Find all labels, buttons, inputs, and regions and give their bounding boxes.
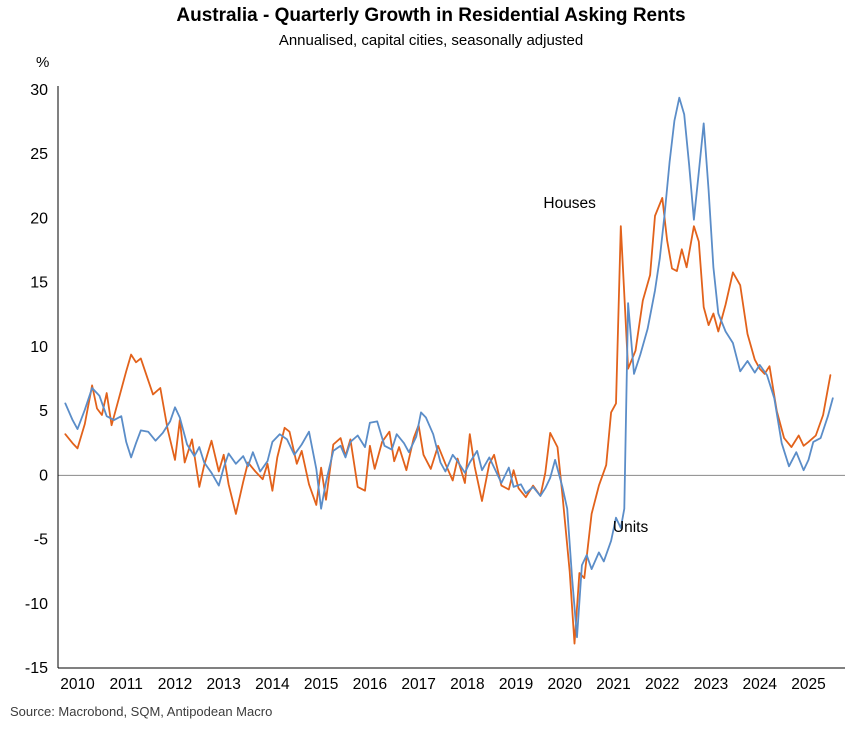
x-tick-label: 2016 [353, 676, 387, 693]
x-tick-label: 2013 [206, 676, 240, 693]
x-tick-label: 2014 [255, 676, 290, 693]
y-tick-label: 10 [30, 339, 48, 356]
x-tick-label: 2024 [742, 676, 777, 693]
x-tick-label: 2012 [158, 676, 192, 693]
chart-subtitle: Annualised, capital cities, seasonally a… [278, 32, 584, 49]
x-tick-label: 2015 [304, 676, 338, 693]
y-tick-label: -15 [25, 660, 48, 677]
y-tick-label: 0 [39, 467, 48, 484]
series-label-houses: Houses [543, 195, 596, 212]
x-tick-label: 2021 [596, 676, 630, 693]
y-axis-unit-label: % [36, 54, 50, 71]
x-tick-label: 2025 [791, 676, 825, 693]
x-tick-label: 2022 [645, 676, 679, 693]
x-tick-label: 2018 [450, 676, 484, 693]
x-tick-label: 2019 [499, 676, 533, 693]
x-tick-label: 2011 [110, 676, 143, 693]
series-line-houses [64, 196, 832, 645]
series-line-units [64, 96, 834, 639]
source-note: Source: Macrobond, SQM, Antipodean Macro [10, 704, 273, 719]
y-tick-label: 5 [39, 403, 48, 420]
y-tick-label: 30 [30, 82, 48, 99]
y-tick-label: -5 [34, 532, 48, 549]
x-tick-label: 2023 [694, 676, 728, 693]
y-tick-label: 25 [30, 146, 48, 163]
y-tick-label: -10 [25, 596, 48, 613]
y-tick-label: 20 [30, 210, 48, 227]
x-tick-label: 2017 [401, 676, 435, 693]
x-tick-label: 2020 [548, 676, 583, 693]
x-tick-label: 2010 [60, 676, 95, 693]
chart-title: Australia - Quarterly Growth in Resident… [176, 5, 686, 26]
y-tick-label: 15 [30, 275, 48, 292]
series-label-units: Units [613, 519, 649, 536]
